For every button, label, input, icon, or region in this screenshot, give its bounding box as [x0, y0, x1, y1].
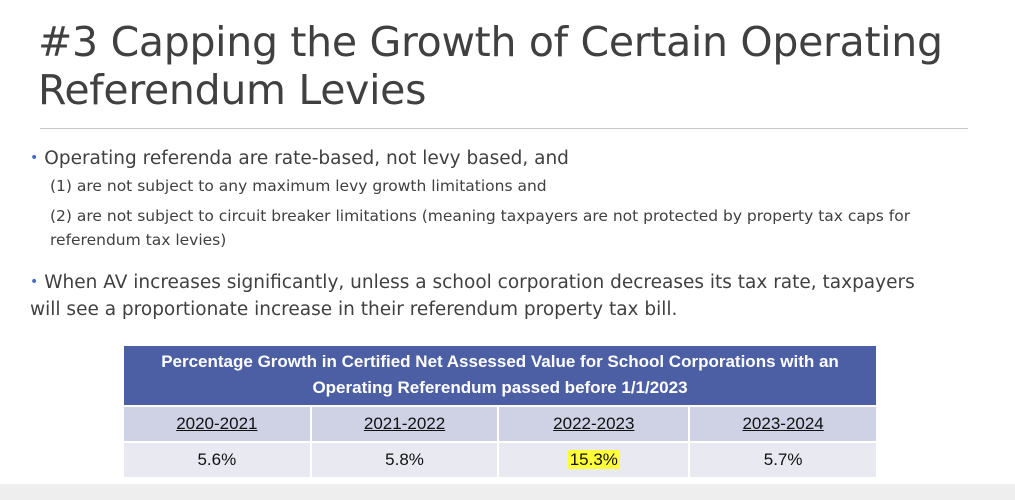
- growth-table: Percentage Growth in Certified Net Asses…: [122, 344, 878, 479]
- sub-item-2: (2) are not subject to circuit breaker l…: [50, 207, 911, 249]
- table-cell: 15.3%: [497, 441, 691, 479]
- sub-item-1: (1) are not subject to any maximum levy …: [50, 177, 547, 195]
- column-header: 2021-2022: [309, 405, 500, 443]
- table-header: Percentage Growth in Certified Net Asses…: [122, 344, 878, 407]
- bullet-2: • When AV increases significantly, unless…: [30, 270, 950, 322]
- table-cell: 5.7%: [688, 441, 878, 479]
- bullet-icon: •: [30, 150, 39, 166]
- highlighted-value: 15.3%: [567, 450, 620, 469]
- table-row-years: 2020-2021 2021-2022 2022-2023 2023-2024: [122, 405, 878, 443]
- table-cell: 5.8%: [309, 441, 500, 479]
- column-header: 2022-2023: [497, 405, 691, 443]
- bullet-icon: •: [30, 274, 39, 290]
- column-header: 2020-2021: [122, 405, 312, 443]
- bottom-bar: [0, 484, 1015, 500]
- column-header: 2023-2024: [688, 405, 878, 443]
- bullet-2-text: When AV increases significantly, unless …: [30, 272, 915, 320]
- slide-title: #3 Capping the Growth of Certain Operati…: [38, 18, 943, 114]
- table-cell: 5.6%: [122, 441, 312, 479]
- bullet-1: • Operating referenda are rate-based, not…: [30, 146, 569, 173]
- title-divider: [40, 128, 968, 129]
- bullet-1-text: Operating referenda are rate-based, not …: [44, 148, 569, 169]
- table-row-values: 5.6% 5.8% 15.3% 5.7%: [122, 441, 878, 479]
